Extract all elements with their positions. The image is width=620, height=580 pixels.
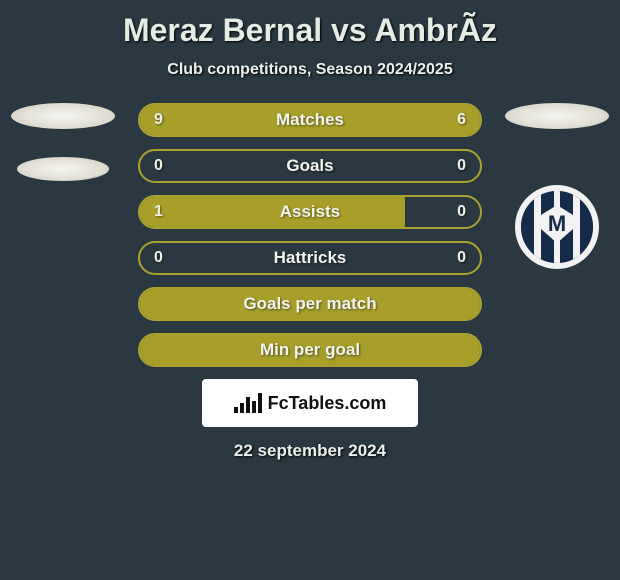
subtitle: Club competitions, Season 2024/2025 — [0, 61, 620, 79]
stat-value-right: 0 — [457, 243, 466, 273]
stat-label: Min per goal — [140, 335, 480, 365]
stat-label: Goals per match — [140, 289, 480, 319]
stat-value-left: 1 — [154, 197, 163, 227]
stat-value-left: 9 — [154, 105, 163, 135]
stat-label: Goals — [140, 151, 480, 181]
stat-row-assists: Assists1 0 — [138, 195, 482, 229]
stat-row-goals-per-match: Goals per match — [138, 287, 482, 321]
stat-value-left: 0 — [154, 243, 163, 273]
brand-box: FcTables.com — [202, 379, 418, 427]
comparison-content: M Matches96Goals00Assists10Hattricks00Go… — [0, 103, 620, 461]
stat-row-matches: Matches9 6 — [138, 103, 482, 137]
monterrey-logo: M — [515, 185, 599, 269]
stat-label: Assists — [140, 197, 480, 227]
stats-bars: Matches96Goals00Assists10Hattricks00Goal… — [138, 103, 482, 367]
fctables-icon — [234, 393, 262, 413]
player-left-photo-placeholder — [11, 103, 115, 129]
stat-label: Matches — [140, 105, 480, 135]
player-right-badges: M — [502, 103, 612, 269]
brand-text: FcTables.com — [268, 393, 387, 414]
stat-row-hattricks: Hattricks0 0 — [138, 241, 482, 275]
stat-row-goals: Goals0 0 — [138, 149, 482, 183]
stat-value-left: 0 — [154, 151, 163, 181]
date-label: 22 september 2024 — [0, 441, 620, 461]
page-title: Meraz Bernal vs AmbrÃ­z — [0, 0, 620, 49]
stat-value-right: 0 — [457, 197, 466, 227]
player-left-club-placeholder — [17, 157, 109, 181]
monterrey-logo-letter: M — [548, 211, 566, 237]
stat-value-right: 6 — [457, 105, 466, 135]
player-right-photo-placeholder — [505, 103, 609, 129]
stat-label: Hattricks — [140, 243, 480, 273]
player-left-badges — [8, 103, 118, 181]
stat-value-right: 0 — [457, 151, 466, 181]
stat-row-min-per-goal: Min per goal — [138, 333, 482, 367]
